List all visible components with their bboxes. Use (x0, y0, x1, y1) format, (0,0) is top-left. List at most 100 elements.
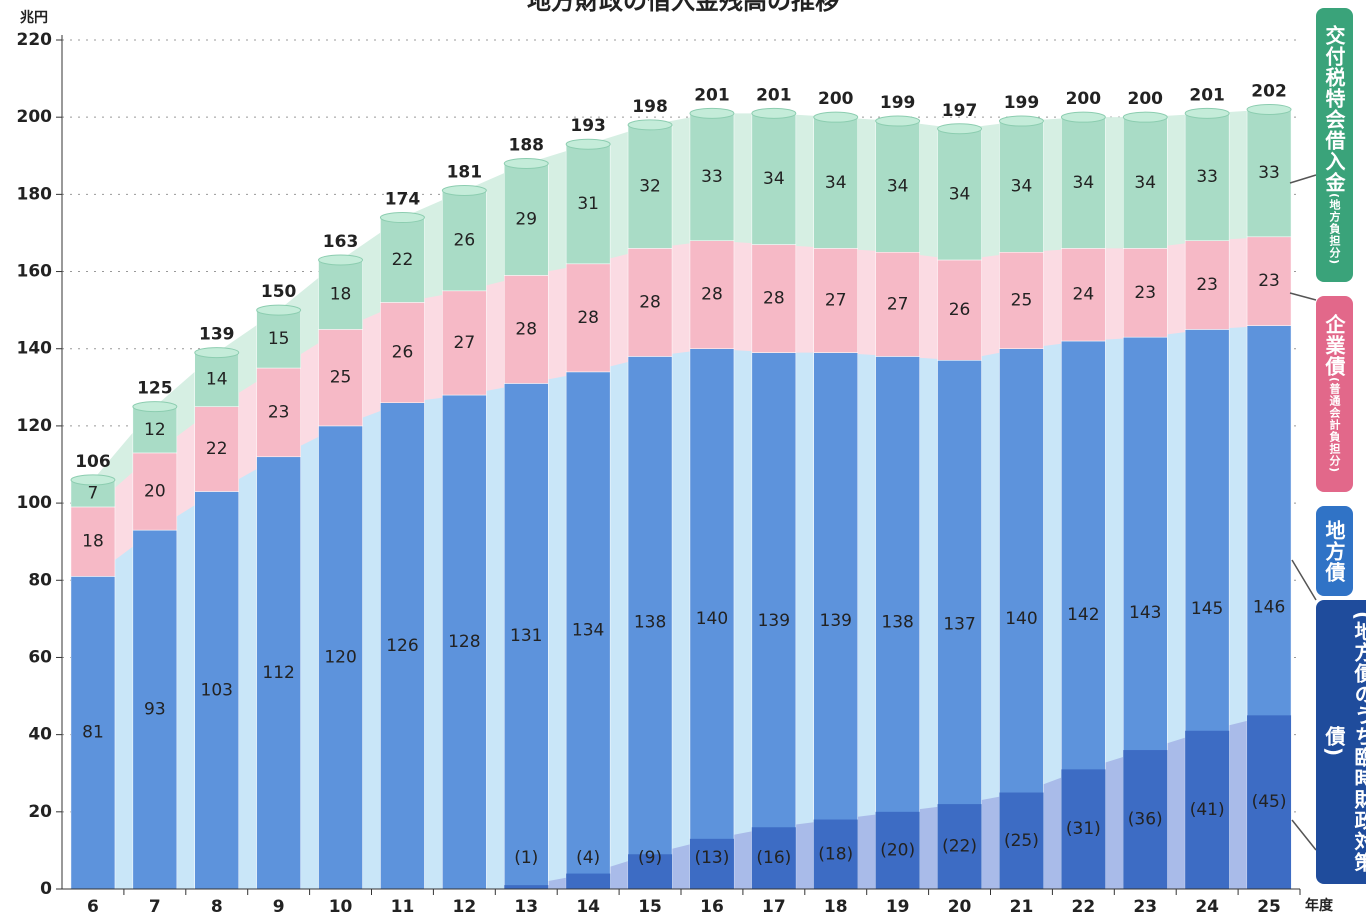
bar-segment (504, 163, 549, 276)
value-label: 145 (1191, 599, 1223, 619)
sub-bar (689, 838, 734, 889)
bar-segment (380, 217, 425, 303)
bar-segment (937, 128, 982, 261)
bar-segment (1246, 109, 1292, 238)
sub-bar (1123, 750, 1168, 889)
bar-segment (318, 259, 363, 330)
sub-bar (1185, 730, 1230, 889)
x-tick-label: 25 (1257, 897, 1281, 917)
x-tick-label: 15 (638, 897, 662, 917)
bar-cap (751, 107, 797, 119)
bar-cap (194, 347, 240, 359)
x-tick-label: 10 (329, 897, 353, 917)
x-tick-label: 17 (762, 897, 786, 917)
value-label: 25 (1011, 290, 1033, 310)
bar-segment (442, 394, 487, 890)
bar-cap (689, 107, 735, 119)
sub-bar (628, 854, 673, 889)
value-label: 27 (454, 333, 476, 353)
y-unit: 兆円 (20, 10, 48, 26)
total-label: 193 (570, 116, 606, 136)
bar-cap (937, 123, 983, 135)
value-label: 28 (515, 319, 537, 339)
sub-bar (875, 811, 920, 889)
sub-value-label: (20) (880, 840, 915, 860)
value-label: 33 (1196, 167, 1218, 187)
bar-cap (998, 115, 1044, 127)
legend-note: (地方負担分) (1328, 192, 1341, 266)
bar-segment (1061, 116, 1106, 249)
total-label: 163 (323, 232, 359, 252)
value-label: 93 (144, 700, 166, 720)
bar-segment (1246, 236, 1292, 326)
x-tick-label: 11 (391, 897, 415, 917)
sub-value-label: (41) (1190, 800, 1225, 820)
bar-segment (504, 275, 549, 384)
bar-segment (565, 371, 611, 890)
x-tick-label: 21 (1010, 897, 1034, 917)
total-label: 139 (199, 325, 235, 345)
bar-cap (70, 474, 116, 486)
bar-cap (627, 119, 673, 131)
bar-segment (751, 352, 797, 890)
sub-value-label: (13) (694, 848, 729, 868)
value-label: 139 (820, 611, 852, 631)
sub-value-label: (36) (1128, 810, 1163, 830)
total-label: 199 (1004, 93, 1040, 113)
legend-label: 企業債 (1322, 314, 1346, 378)
total-label: 202 (1251, 81, 1287, 101)
value-label: 24 (1073, 285, 1095, 305)
total-label: 188 (509, 135, 545, 155)
value-label: 139 (758, 611, 790, 631)
legend-connector (1289, 174, 1317, 184)
legend-label: (地方債のうち臨時財政対策債) (1322, 610, 1366, 874)
value-label: 138 (634, 613, 666, 633)
bar-segment (256, 367, 301, 458)
value-label: 28 (577, 308, 599, 328)
bar-cap (813, 111, 859, 123)
bar-segment (1123, 116, 1168, 249)
bar-segment (194, 352, 239, 407)
bar-segment (875, 252, 920, 357)
value-label: 20 (144, 482, 166, 502)
bar-segment (442, 290, 487, 396)
value-label: 140 (1005, 609, 1037, 629)
y-tick-label: 220 (17, 30, 53, 50)
bar-cap (256, 304, 302, 316)
legend-connector (1291, 819, 1317, 851)
sub-value-label: (22) (942, 837, 977, 857)
value-label: 120 (324, 647, 356, 667)
bar-segment (937, 360, 982, 890)
legend-item: (地方債のうち臨時財政対策債) (1316, 600, 1366, 884)
bar-cap (441, 185, 487, 197)
total-label: 200 (1128, 89, 1164, 109)
total-label: 199 (880, 93, 916, 113)
value-label: 34 (1134, 173, 1156, 193)
legend-item: 交付税特会借入金(地方負担分) (1316, 8, 1353, 282)
x-tick-label: 13 (514, 897, 538, 917)
bar-segment (627, 124, 673, 249)
sub-bar (813, 819, 858, 889)
bar-segment (132, 452, 178, 531)
value-label: 18 (82, 532, 104, 552)
value-label: 27 (887, 294, 909, 314)
legend-label: 交付税特会借入金 (1322, 24, 1346, 193)
total-label: 150 (261, 282, 297, 302)
value-label: 112 (262, 663, 294, 683)
y-tick-label: 140 (17, 339, 53, 359)
value-label: 18 (330, 285, 352, 305)
total-label: 200 (818, 89, 854, 109)
value-label: 12 (144, 420, 166, 440)
bar-segment (380, 302, 425, 404)
bar-segment (318, 425, 363, 890)
chart-title: 地方財政の借入金残高の推移 (527, 0, 839, 15)
bar-cap (318, 254, 364, 266)
sub-value-label: (16) (756, 848, 791, 868)
total-label: 200 (1066, 89, 1102, 109)
bar-segment (1123, 248, 1168, 338)
value-label: 28 (701, 285, 723, 305)
bar-segment (70, 506, 116, 577)
legend-connector (1291, 559, 1317, 601)
